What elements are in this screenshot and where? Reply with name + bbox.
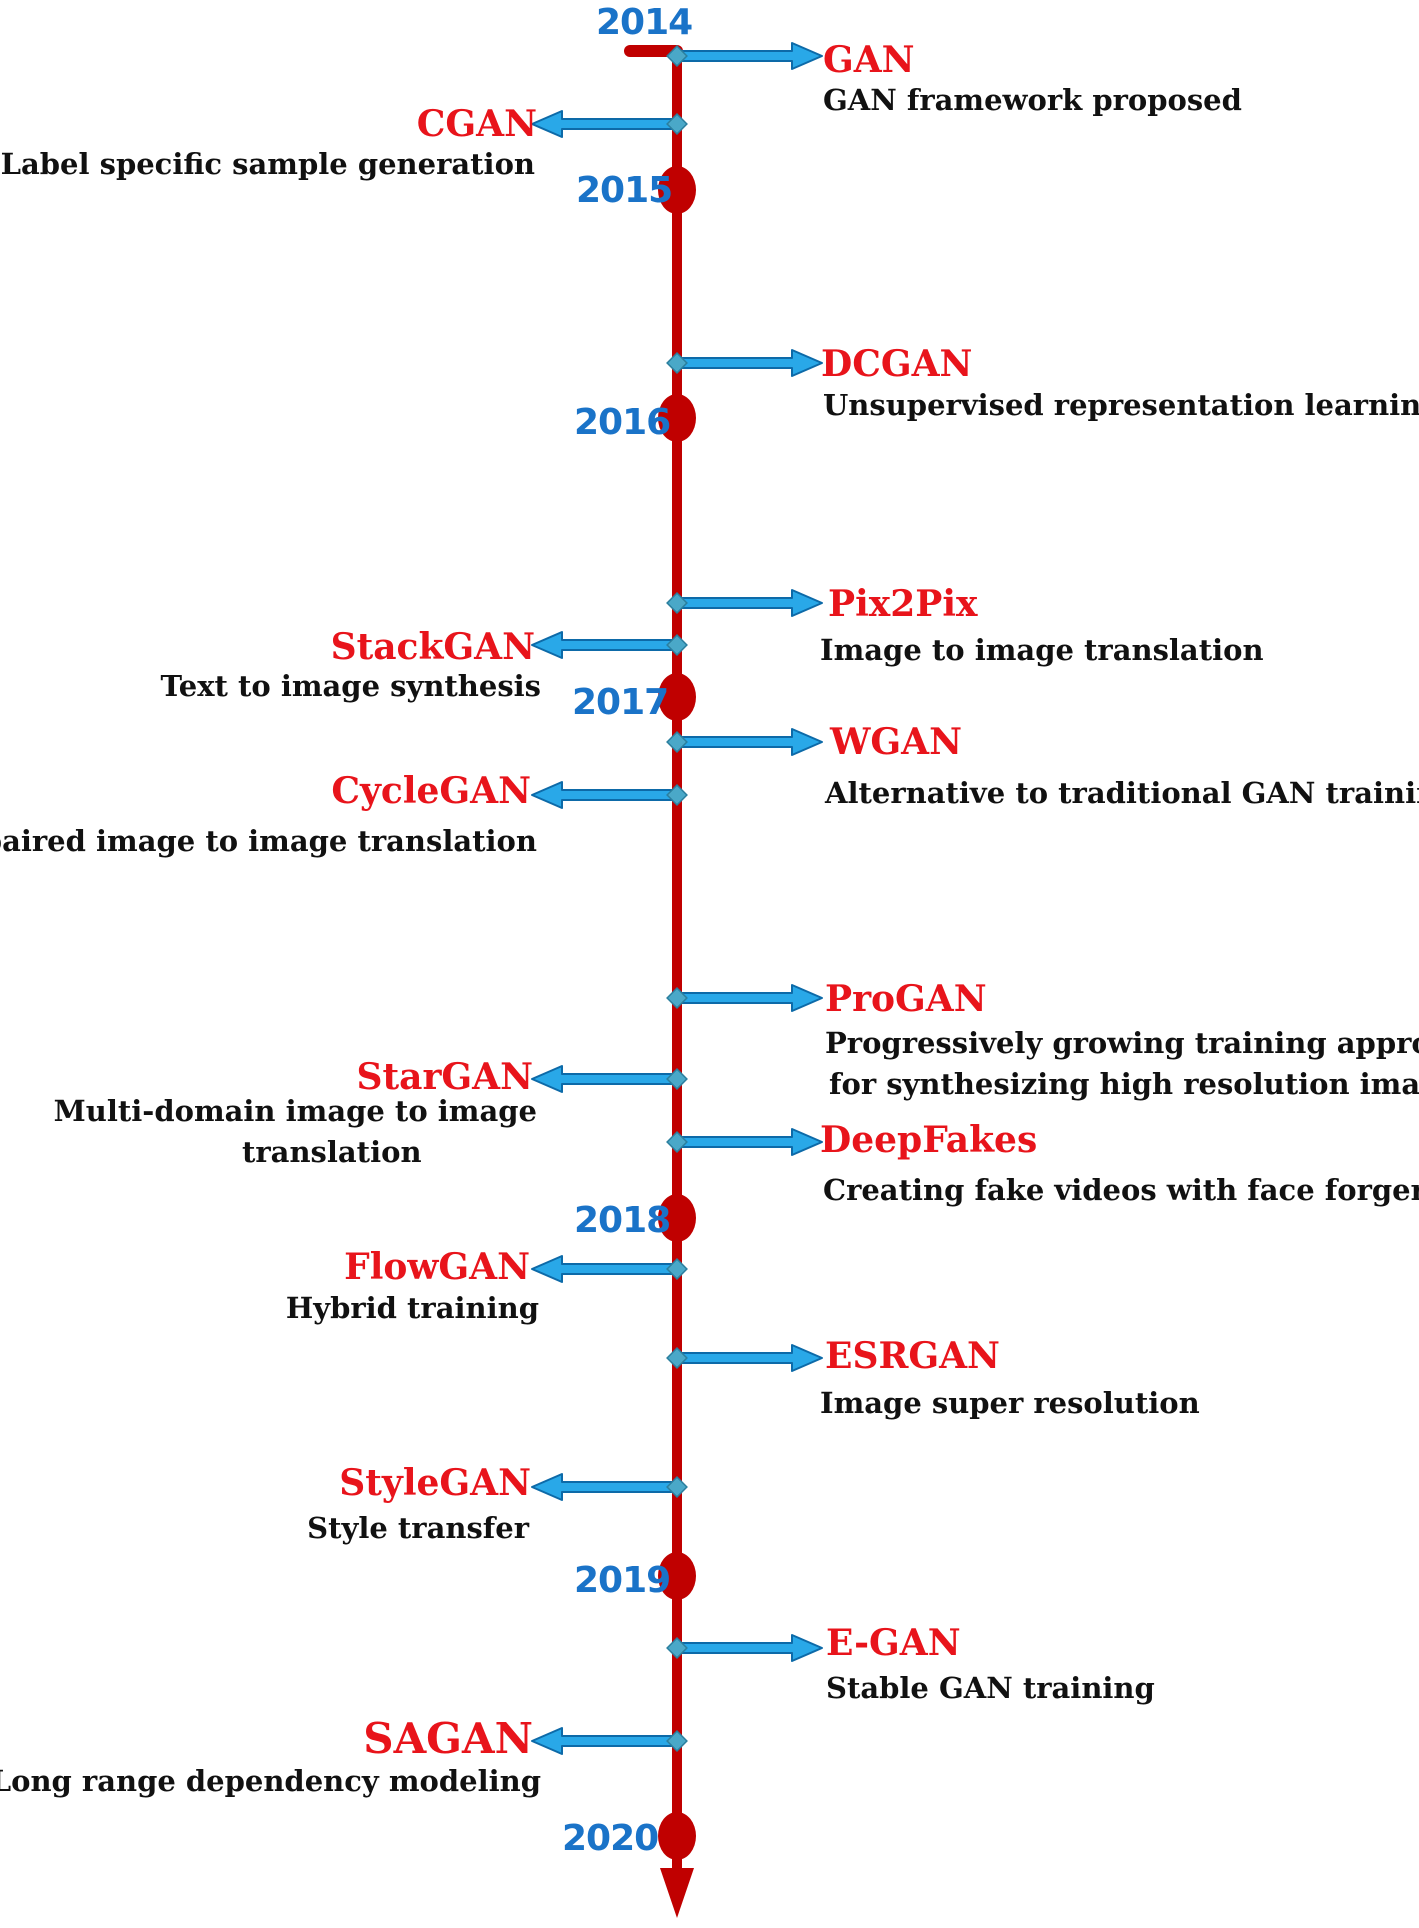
event-marker-cgan [666,113,688,135]
year-label-2017: 2017 [572,682,669,723]
event-name-sagan: SAGAN [363,1714,533,1763]
event-desc-progan-line2: for synthesizing high resolution images [829,1067,1419,1101]
event-marker-gan [666,45,688,67]
event-marker-sagan [666,1730,688,1752]
event-name-cgan: CGAN [416,103,537,145]
event-name-cyclegan: CycleGAN [331,770,531,812]
year-label-2016: 2016 [574,402,671,443]
event-name-esrgan: ESRGAN [825,1335,1000,1377]
year-node-2017 [658,673,696,721]
event-name-wgan: WGAN [830,721,963,763]
year-node-2018 [658,1194,696,1242]
event-desc-cyclegan: Unpaired image to image translation [0,824,537,858]
event-desc-cgan: Label specific sample generation [0,147,535,181]
event-arrow-cyclegan [531,781,674,809]
event-marker-stylegan [666,1476,688,1498]
event-arrow-cgan [531,110,674,138]
event-name-flowgan: FlowGAN [344,1246,530,1288]
event-desc-dcgan: Unsupervised representation learning [823,388,1419,422]
event-desc-deepfakes: Creating fake videos with face forgery [823,1173,1419,1207]
event-arrow-flowgan [531,1255,674,1283]
event-marker-stackgan [666,634,688,656]
event-desc-stackgan: Text to image synthesis [160,669,542,703]
event-name-dcgan: DCGAN [821,343,973,385]
event-arrow-dcgan [680,349,823,377]
event-arrow-stackgan [531,631,674,659]
year-label-2019: 2019 [574,1560,671,1601]
event-marker-progan [666,987,688,1009]
event-arrow-deepfakes [680,1128,823,1156]
event-arrow-wgan [680,728,823,756]
event-desc-stylegan: Style transfer [307,1511,529,1545]
event-desc-egan: Stable GAN training [826,1671,1155,1705]
event-desc-esrgan: Image super resolution [820,1386,1200,1420]
event-desc-sagan: Long range dependency modeling [0,1764,541,1798]
event-marker-esrgan [666,1347,688,1369]
event-name-egan: E-GAN [826,1622,961,1664]
event-desc-progan-line1: Progressively growing training approach [825,1026,1419,1060]
event-marker-deepfakes [666,1131,688,1153]
event-arrow-stylegan [531,1473,674,1501]
event-name-stackgan: StackGAN [330,626,535,668]
event-marker-dcgan [666,352,688,374]
event-arrow-gan [680,42,823,70]
event-name-progan: ProGAN [825,978,987,1020]
event-desc-gan: GAN framework proposed [823,83,1242,117]
year-node-2015 [658,166,696,214]
event-arrow-esrgan [680,1344,823,1372]
event-name-stylegan: StyleGAN [339,1462,531,1504]
event-marker-egan [666,1637,688,1659]
event-arrow-progan [680,984,823,1012]
year-label-2014: 2014 [596,2,693,43]
year-node-2016 [658,394,696,442]
event-desc-stargan-line1: Multi-domain image to image [53,1094,537,1128]
event-desc-flowgan: Hybrid training [285,1291,539,1325]
year-label-2020: 2020 [562,1818,659,1859]
event-desc-wgan: Alternative to traditional GAN training [825,776,1419,810]
year-label-2018: 2018 [574,1200,671,1241]
event-marker-flowgan [666,1258,688,1280]
event-name-deepfakes: DeepFakes [820,1119,1038,1161]
event-desc-stargan-line2: translation [242,1135,422,1169]
event-arrow-sagan [531,1727,674,1755]
event-desc-pix2pix: Image to image translation [820,633,1264,667]
year-node-2020 [658,1812,696,1860]
year-label-2015: 2015 [576,170,673,211]
event-name-gan: GAN [823,39,915,81]
year-node-2019 [658,1552,696,1600]
event-name-pix2pix: Pix2Pix [828,583,978,625]
event-marker-stargan [666,1068,688,1090]
event-marker-wgan [666,731,688,753]
event-marker-pix2pix [666,592,688,614]
event-arrow-pix2pix [680,589,823,617]
event-arrow-stargan [531,1065,674,1093]
event-name-stargan: StarGAN [356,1056,533,1098]
event-arrow-egan [680,1634,823,1662]
timeline-arrowhead [660,1868,694,1918]
event-marker-cyclegan [666,784,688,806]
